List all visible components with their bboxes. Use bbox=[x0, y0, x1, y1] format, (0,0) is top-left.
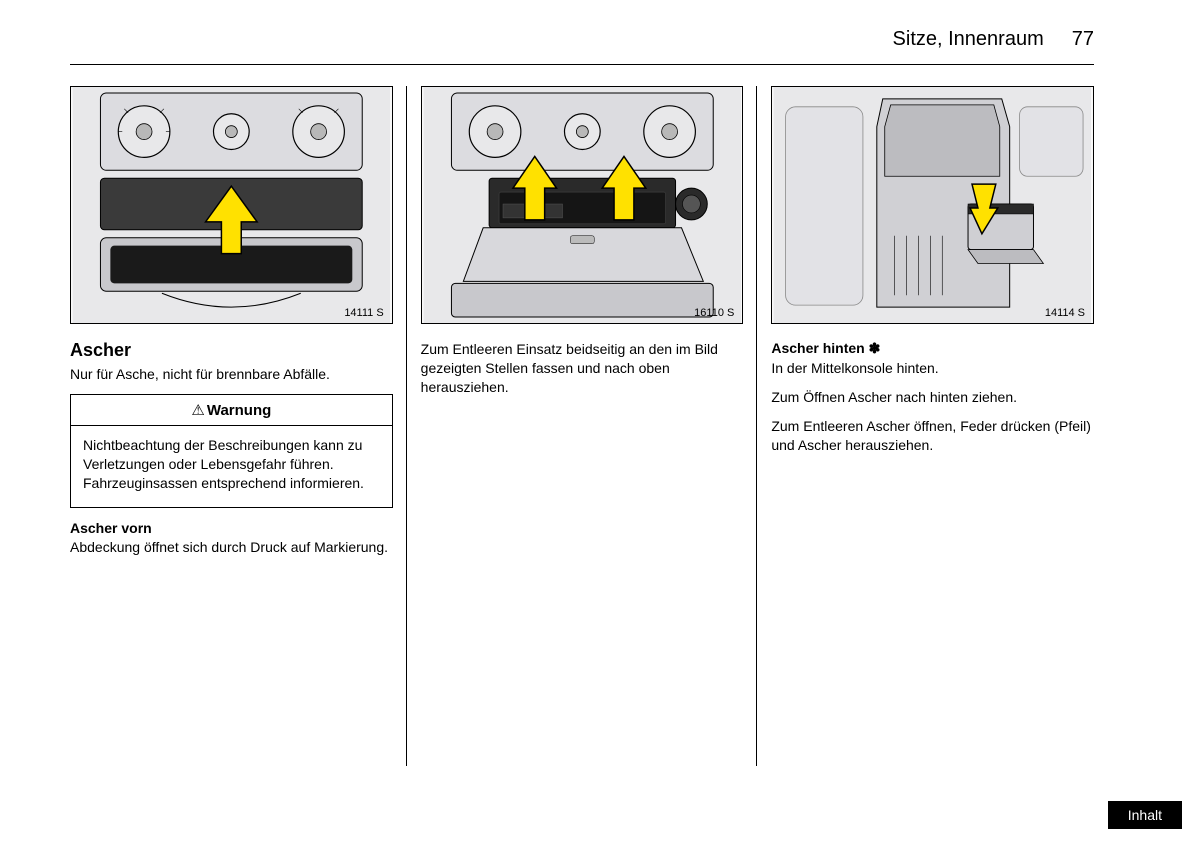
header-rule bbox=[70, 64, 1094, 65]
warning-title-text: Warnung bbox=[207, 402, 271, 419]
ascher-hinten-line1: In der Mittelkonsole hinten. bbox=[771, 359, 1094, 378]
figure-ashtray-rear: 14114 S bbox=[771, 86, 1094, 324]
entleeren-text: Zum Entleeren Einsatz beidseitig an den … bbox=[421, 340, 744, 397]
figure-label: 16110 S bbox=[694, 307, 734, 319]
ascher-hinten-line2: Zum Öffnen Ascher nach hinten ziehen. bbox=[771, 388, 1094, 407]
sub-heading-ascher-hinten: Ascher hinten ✽ bbox=[771, 340, 1094, 357]
content-columns: 14111 S Ascher Nur für Asche, nicht für … bbox=[70, 86, 1094, 566]
column-2: 16110 S Zum Entleeren Einsatz beidseitig… bbox=[407, 86, 758, 566]
section-heading-ascher: Ascher bbox=[70, 340, 393, 361]
chapter-title: Sitze, Innenraum bbox=[893, 28, 1044, 51]
column-1: 14111 S Ascher Nur für Asche, nicht für … bbox=[70, 86, 407, 566]
figure-ashtray-closed: 14111 S bbox=[70, 86, 393, 324]
warning-box: ⚠Warnung Nichtbeachtung der Beschreibung… bbox=[70, 394, 393, 508]
warning-title: ⚠Warnung bbox=[71, 395, 392, 426]
ascher-vorn-text: Abdeckung öffnet sich durch Druck auf Ma… bbox=[70, 538, 393, 557]
ascher-intro-text: Nur für Asche, nicht für brennbare Abfäl… bbox=[70, 365, 393, 384]
contents-button[interactable]: Inhalt bbox=[1108, 801, 1182, 829]
warning-body-text: Nichtbeachtung der Beschreibungen kann z… bbox=[71, 426, 392, 507]
figure-label: 14111 S bbox=[344, 307, 383, 319]
ascher-hinten-line3: Zum Entleeren Ascher öffnen, Feder drück… bbox=[771, 417, 1094, 455]
sub-heading-ascher-vorn: Ascher vorn bbox=[70, 520, 393, 536]
figure-label: 14114 S bbox=[1045, 307, 1085, 319]
page-header: Sitze, Innenraum 77 bbox=[893, 28, 1094, 51]
page-number: 77 bbox=[1072, 28, 1094, 51]
warning-triangle-icon: ⚠ bbox=[191, 402, 204, 419]
column-3: 14114 S Ascher hinten ✽ In der Mittelkon… bbox=[757, 86, 1094, 566]
figure-ashtray-open: 16110 S bbox=[421, 86, 744, 324]
